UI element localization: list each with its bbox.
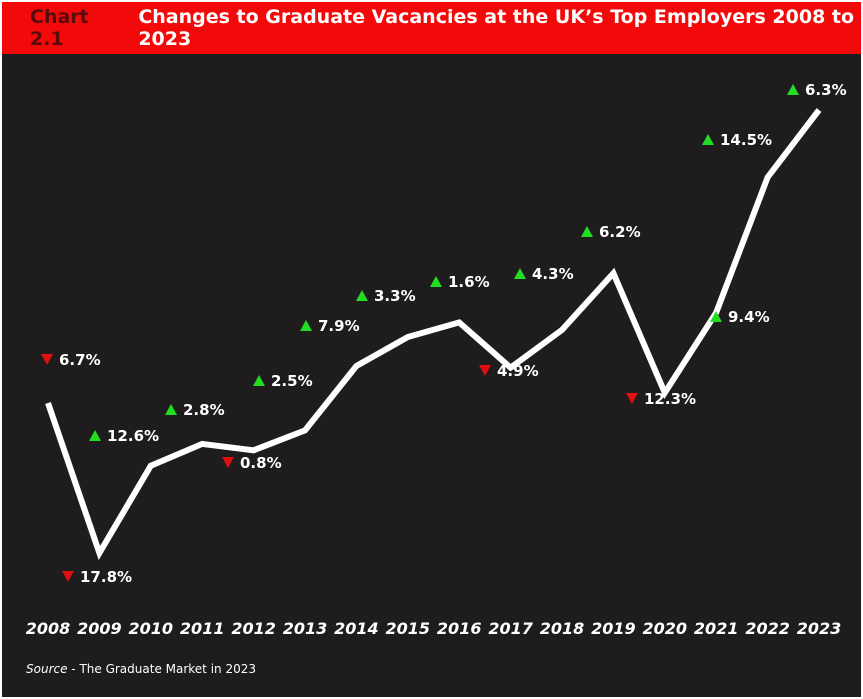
up-triangle-icon	[787, 84, 799, 95]
x-tick-label: 2020	[643, 619, 688, 638]
series-line	[45, 108, 822, 561]
down-triangle-icon	[41, 354, 53, 365]
data-label: 4.3%	[532, 265, 574, 283]
data-label: 7.9%	[318, 317, 360, 335]
up-triangle-icon	[702, 134, 714, 145]
data-label: 3.3%	[374, 287, 416, 305]
x-tick-label: 2018	[540, 619, 585, 638]
down-triangle-icon	[222, 457, 234, 468]
x-tick-label: 2016	[437, 619, 482, 638]
up-triangle-icon	[300, 320, 312, 331]
chart-number: Chart 2.1	[30, 6, 89, 50]
data-label: 1.6%	[448, 273, 490, 291]
data-label: 9.4%	[728, 308, 770, 326]
data-label: 6.3%	[805, 81, 847, 99]
source-prefix: Source	[26, 662, 68, 676]
up-triangle-icon	[514, 268, 526, 279]
source-note: Source - The Graduate Market in 2023	[26, 662, 256, 676]
data-label: 6.7%	[59, 351, 101, 369]
data-label: 12.3%	[644, 390, 696, 408]
data-label: 14.5%	[720, 131, 772, 149]
x-tick-label: 2021	[694, 619, 739, 638]
data-label: 12.6%	[107, 427, 159, 445]
data-label: 17.8%	[80, 568, 132, 586]
x-tick-label: 2012	[231, 619, 276, 638]
source-text: - The Graduate Market in 2023	[67, 662, 256, 676]
x-tick-label: 2011	[180, 619, 225, 638]
x-tick-label: 2010	[129, 619, 174, 638]
chart-panel	[2, 54, 861, 697]
x-tick-label: 2008	[26, 619, 71, 638]
up-triangle-icon	[89, 430, 101, 441]
down-triangle-icon	[626, 393, 638, 404]
data-label: 2.8%	[183, 401, 225, 419]
x-tick-label: 2014	[334, 619, 379, 638]
chart-title: Changes to Graduate Vacancies at the UK’…	[138, 6, 855, 50]
up-triangle-icon	[710, 311, 722, 322]
x-tick-label: 2023	[797, 619, 842, 638]
data-label: 2.5%	[271, 372, 313, 390]
data-label: 4.9%	[497, 362, 539, 380]
x-tick-label: 2022	[745, 619, 790, 638]
up-triangle-icon	[356, 290, 368, 301]
up-triangle-icon	[253, 375, 265, 386]
up-triangle-icon	[581, 226, 593, 237]
x-tick-label: 2015	[386, 619, 431, 638]
down-triangle-icon	[479, 365, 491, 376]
data-label: 6.2%	[599, 223, 641, 241]
down-triangle-icon	[62, 571, 74, 582]
data-label: 0.8%	[240, 454, 282, 472]
x-tick-label: 2019	[591, 619, 636, 638]
chart-title-bar: Chart 2.1 Changes to Graduate Vacancies …	[2, 2, 861, 54]
x-tick-label: 2017	[488, 619, 533, 638]
up-triangle-icon	[430, 276, 442, 287]
x-tick-label: 2009	[77, 619, 122, 638]
x-tick-label: 2013	[283, 619, 328, 638]
up-triangle-icon	[165, 404, 177, 415]
